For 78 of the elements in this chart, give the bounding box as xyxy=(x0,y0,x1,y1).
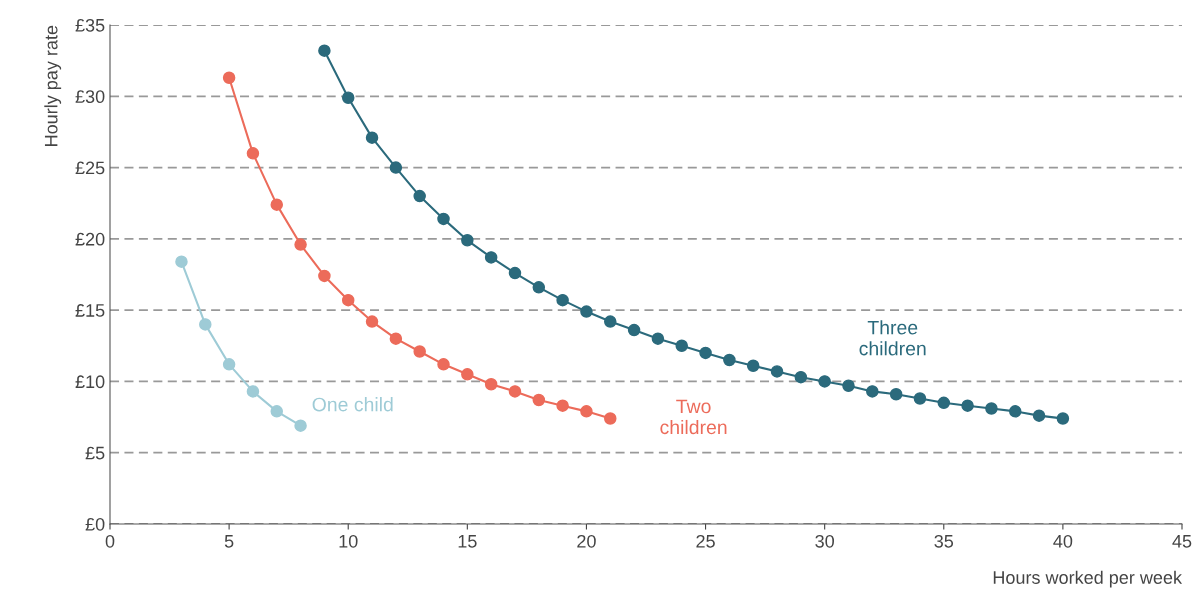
point xyxy=(246,147,260,160)
point xyxy=(341,91,355,104)
text: Two children xyxy=(660,399,727,435)
x-axis-title: Hours worked per week xyxy=(993,570,1183,588)
point xyxy=(508,266,522,280)
point xyxy=(937,396,951,410)
point xyxy=(794,370,808,384)
x-tick-label: 30 xyxy=(815,534,834,548)
point xyxy=(532,393,546,407)
x-tick-label: 20 xyxy=(577,534,596,548)
x-tick-label: 10 xyxy=(339,534,358,548)
point xyxy=(699,346,712,360)
point xyxy=(294,238,307,251)
x-tick-label: 45 xyxy=(1172,535,1192,548)
point xyxy=(389,161,403,174)
point xyxy=(770,365,784,378)
y-tick-label: £30 xyxy=(75,90,105,104)
point xyxy=(580,405,593,418)
point xyxy=(318,44,331,57)
point xyxy=(413,189,426,203)
point xyxy=(675,339,688,353)
point xyxy=(723,353,736,367)
x-tick-label: 40 xyxy=(1053,534,1073,548)
point xyxy=(1008,405,1022,418)
point xyxy=(889,388,903,401)
point xyxy=(389,332,403,345)
point xyxy=(961,399,974,412)
x-tick-label: 25 xyxy=(696,534,715,548)
point xyxy=(556,399,569,412)
point xyxy=(746,359,760,372)
point xyxy=(484,251,498,264)
point xyxy=(484,378,498,391)
point xyxy=(580,305,593,318)
point xyxy=(365,315,379,328)
point xyxy=(341,293,355,307)
point xyxy=(508,385,522,398)
point xyxy=(246,385,260,398)
point xyxy=(437,212,450,226)
point xyxy=(270,405,284,418)
point xyxy=(842,379,855,392)
point xyxy=(222,358,236,371)
point xyxy=(818,375,831,388)
y-tick-label: £0 xyxy=(85,517,105,531)
point xyxy=(437,358,450,371)
x-tick-label: 0 xyxy=(105,534,115,548)
x-tick-label: 15 xyxy=(458,535,477,548)
y-axis-title: Hourly pay rate xyxy=(44,25,62,146)
y-tick-label: £35 xyxy=(75,18,105,32)
y-tick-label: £20 xyxy=(75,232,105,246)
point xyxy=(222,71,236,85)
point xyxy=(199,318,212,331)
point xyxy=(556,293,569,307)
point xyxy=(604,412,617,425)
point xyxy=(413,345,426,358)
point xyxy=(866,385,879,398)
y-tick-label: £10 xyxy=(75,375,105,389)
point xyxy=(604,315,617,328)
x-tick-label: 35 xyxy=(934,534,954,548)
point xyxy=(532,281,546,294)
series-label: One child xyxy=(312,397,393,412)
y-tick-label: £25 xyxy=(75,161,105,175)
point xyxy=(294,419,307,432)
x-tick-label: 5 xyxy=(224,535,234,548)
point xyxy=(270,198,284,211)
point xyxy=(1056,412,1070,425)
point xyxy=(651,332,665,345)
point xyxy=(1032,409,1046,422)
point xyxy=(627,323,641,337)
y-tick-label: £15 xyxy=(75,304,105,317)
point xyxy=(461,234,474,247)
series-label: Three children xyxy=(859,320,926,356)
point xyxy=(461,368,474,381)
point xyxy=(318,269,331,283)
point xyxy=(913,392,927,405)
point xyxy=(175,255,188,268)
y-tick-label: £5 xyxy=(85,446,105,460)
point xyxy=(985,402,998,415)
point xyxy=(365,131,379,144)
